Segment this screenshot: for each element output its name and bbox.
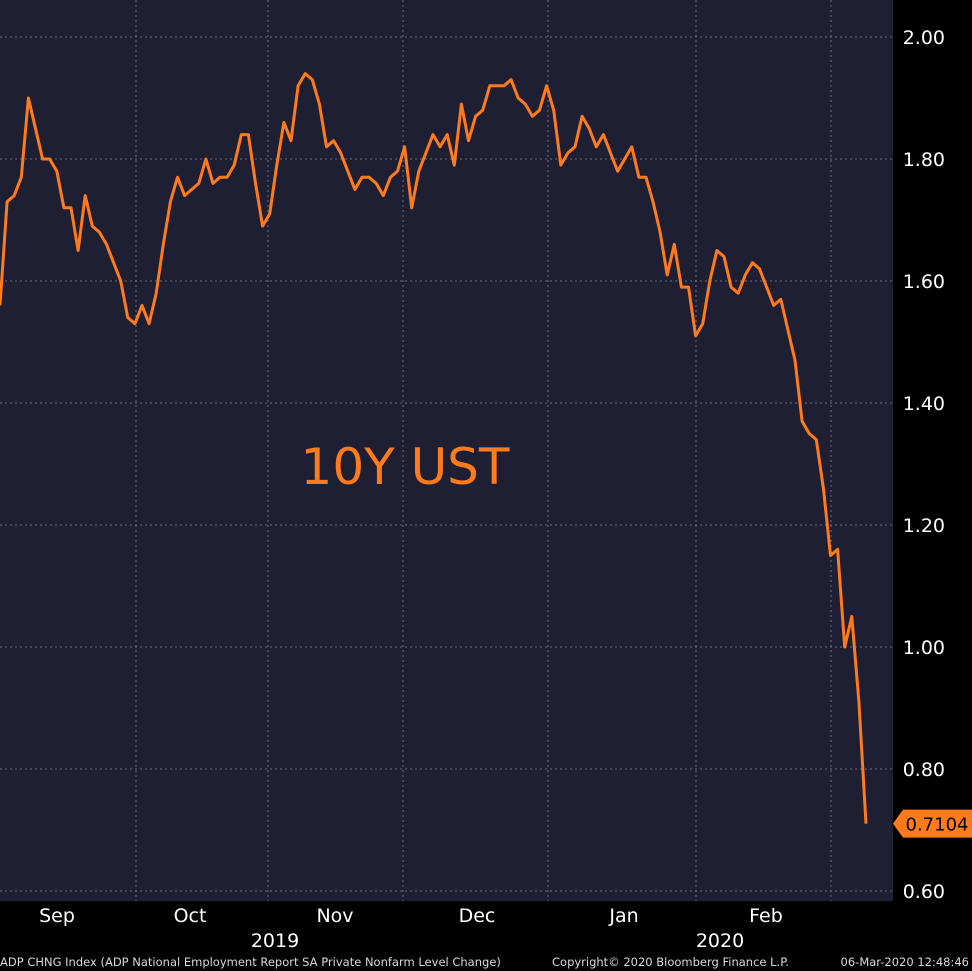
series-annotation: 10Y UST bbox=[301, 438, 510, 496]
plot-area bbox=[0, 0, 893, 901]
x-year-label: 2019 bbox=[251, 930, 299, 952]
y-tick-label: 0.80 bbox=[903, 759, 945, 781]
x-tick-label: Feb bbox=[749, 905, 783, 927]
y-tick-label: 1.80 bbox=[903, 149, 945, 171]
series-line bbox=[0, 72, 868, 824]
x-tick-label: Jan bbox=[608, 905, 638, 927]
y-tick-label: 2.00 bbox=[903, 27, 945, 49]
y-tick-label: 1.60 bbox=[903, 271, 945, 293]
footer-copyright: Copyright© 2020 Bloomberg Finance L.P. bbox=[552, 955, 789, 969]
footer: ADP CHNG Index (ADP National Employment … bbox=[0, 953, 972, 971]
y-tick-label: 1.20 bbox=[903, 515, 945, 537]
y-axis: 0.60 0.80 1.00 1.20 1.40 1.60 1.80 2.00 bbox=[903, 27, 945, 903]
x-tick-label: Nov bbox=[316, 905, 353, 927]
x-tick-label: Sep bbox=[39, 905, 75, 927]
x-year-label: 2020 bbox=[696, 930, 744, 952]
y-tick-label: 0.60 bbox=[903, 881, 945, 903]
grid-lines bbox=[0, 0, 893, 901]
x-tick-label: Dec bbox=[459, 905, 496, 927]
footer-source: ADP CHNG Index (ADP National Employment … bbox=[0, 955, 501, 969]
footer-timestamp: 06-Mar-2020 12:48:46 bbox=[840, 955, 969, 969]
x-axis: Sep Oct Nov Dec Jan Feb 2019 2020 bbox=[39, 905, 783, 952]
x-tick-label: Oct bbox=[174, 905, 207, 927]
last-value-tag bbox=[893, 809, 972, 838]
y-tick-label: 1.40 bbox=[903, 393, 945, 415]
last-value-label: 0.7104 bbox=[906, 815, 969, 836]
y-tick-label: 1.00 bbox=[903, 637, 945, 659]
last-value-marker: 0.7104 bbox=[893, 809, 972, 838]
series-group bbox=[0, 72, 868, 824]
